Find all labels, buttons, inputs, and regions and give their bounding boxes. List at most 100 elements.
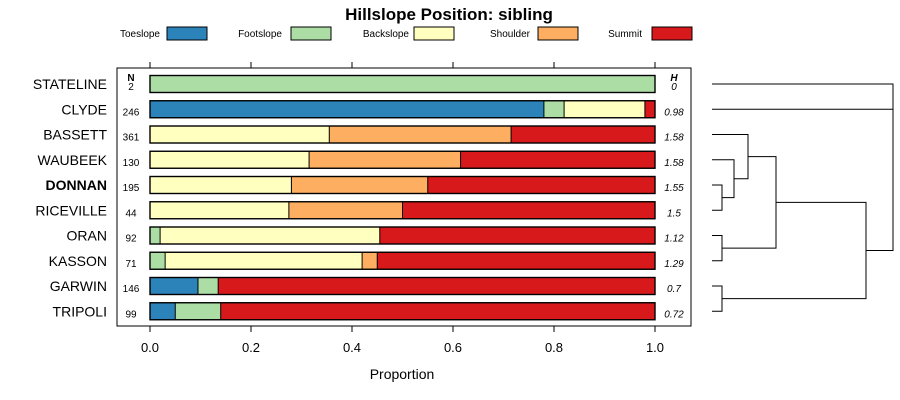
h-label-bassett: 1.58 (664, 133, 684, 144)
dendrogram-link (722, 201, 867, 300)
n-label-waubeek: 130 (123, 158, 140, 169)
bar-outline-tripoli (149, 302, 656, 321)
row-label-bassett: BASSETT (43, 127, 107, 143)
h-label-waubeek: 1.58 (664, 158, 684, 169)
n-label-clyde: 246 (123, 107, 140, 118)
bar-outline-bassett (149, 125, 656, 144)
bars (149, 74, 656, 321)
bar-outline-clyde (149, 100, 656, 119)
x-tick-label: 0.2 (242, 340, 260, 355)
bar-kasson (149, 251, 656, 270)
bar-segment-tripoli-toeslope (150, 302, 176, 320)
bar-segment-oran-footslope (150, 227, 161, 244)
n-label-kasson: 71 (125, 259, 137, 270)
x-tick-label: 1.0 (646, 340, 664, 355)
row-label-riceville: RICEVILLE (35, 202, 107, 218)
bar-segment-donnan-shoulder (291, 176, 428, 194)
dendrogram-link (712, 159, 735, 199)
h-labels: 0 0.98 1.58 1.58 1.55 1.5 1.12 1.29 0.7 0.72 (664, 82, 684, 320)
bar-segment-clyde-toeslope (150, 100, 544, 118)
dendrogram (712, 83, 894, 312)
bar-segment-riceville-backslope (150, 201, 289, 219)
h-label-riceville: 1.5 (667, 208, 681, 219)
bar-outline-oran (149, 226, 656, 245)
row-label-stateline: STATELINE (33, 76, 107, 92)
bar-segment-bassett-summit (511, 126, 655, 143)
dendrogram-link (712, 184, 723, 211)
legend-swatch-footslope (290, 26, 332, 41)
dendrogram-link (712, 285, 723, 312)
x-tick-label: 0.8 (545, 340, 563, 355)
n-label-oran: 92 (125, 234, 137, 245)
bar-segment-bassett-shoulder (329, 126, 512, 143)
x-tick-label: 0.0 (141, 340, 159, 355)
dendrogram-link (722, 156, 777, 249)
bar-oran (149, 226, 656, 245)
bar-outline-donnan (149, 175, 656, 195)
chart-title: Hillslope Position: sibling (345, 5, 553, 24)
h-label-kasson: 1.29 (664, 259, 684, 270)
plot-area: N H 2 246 361 130 195 44 92 71 146 99 0 0.98 1.58 1.… (116, 67, 692, 327)
x-tick-label: 0.4 (343, 340, 361, 355)
h-label-donnan: 1.55 (664, 183, 684, 194)
bar-segment-bassett-backslope (150, 126, 330, 143)
bar-tripoli (149, 302, 656, 321)
bar-segment-clyde-footslope (543, 100, 565, 118)
h-label-oran: 1.12 (664, 234, 684, 245)
x-axis: 0.0 0.2 0.4 0.6 0.8 1.0 (141, 62, 664, 355)
row-label-clyde: CLYDE (61, 101, 107, 117)
bar-segment-tripoli-summit (220, 302, 655, 320)
legend-swatch-backslope (413, 26, 455, 41)
bar-segment-garwin-footslope (197, 277, 219, 295)
n-header: N (127, 73, 134, 84)
bar-segment-waubeek-summit (460, 151, 655, 169)
n-label-garwin: 146 (123, 284, 140, 295)
row-label-waubeek: WAUBEEK (38, 152, 108, 168)
bar-segment-donnan-summit (427, 176, 655, 194)
bar-segment-kasson-shoulder (362, 252, 378, 270)
row-label-tripoli: TRIPOLI (53, 303, 107, 319)
bar-outline-waubeek (149, 150, 656, 169)
bar-segment-kasson-backslope (165, 252, 363, 270)
bar-segment-donnan-backslope (150, 176, 292, 194)
legend-swatch-shoulder (537, 26, 579, 41)
legend-label-summit: Summit (608, 29, 642, 40)
n-label-bassett: 361 (123, 133, 140, 144)
n-labels: 2 246 361 130 195 44 92 71 146 99 (123, 82, 140, 320)
bar-segment-garwin-toeslope (150, 277, 198, 295)
legend-swatch-toeslope (166, 26, 208, 41)
legend: Toeslope Footslope Backslope Shoulder Summit (120, 26, 693, 41)
bar-outline-garwin (149, 276, 656, 296)
bar-segment-tripoli-footslope (175, 302, 221, 320)
h-label-garwin: 0.7 (667, 284, 681, 295)
bar-segment-clyde-backslope (564, 100, 645, 118)
bar-segment-stateline-footslope (150, 75, 655, 93)
bar-clyde (149, 100, 656, 119)
n-label-donnan: 195 (123, 183, 140, 194)
bar-segment-waubeek-backslope (150, 151, 310, 169)
h-label-stateline: 0 (671, 82, 677, 93)
series-names: STATELINE CLYDE BASSETT WAUBEEK DONNAN RICEVI… (33, 76, 108, 319)
bar-segment-oran-summit (379, 227, 655, 244)
bar-waubeek (149, 150, 656, 169)
row-label-donnan: DONNAN (46, 177, 107, 193)
bar-segment-clyde-summit (644, 100, 655, 118)
dendrogram-link (712, 134, 749, 180)
bar-outline-stateline (149, 74, 656, 94)
dendrogram-link (712, 83, 894, 110)
row-label-kasson: KASSON (49, 253, 107, 269)
bar-segment-garwin-summit (218, 277, 656, 295)
n-label-tripoli: 99 (125, 309, 137, 320)
bar-segment-oran-backslope (160, 227, 380, 244)
n-label-stateline: 2 (128, 82, 134, 93)
n-label-riceville: 44 (125, 208, 137, 219)
plot-frame (116, 67, 692, 327)
bar-donnan (149, 175, 656, 195)
bar-segment-riceville-shoulder (288, 201, 403, 219)
row-label-garwin: GARWIN (50, 278, 107, 294)
x-tick-label: 0.6 (444, 340, 462, 355)
bar-segment-waubeek-shoulder (309, 151, 461, 169)
bar-segment-riceville-summit (402, 201, 655, 219)
dendrogram-link (866, 96, 894, 251)
bar-riceville (149, 201, 656, 220)
